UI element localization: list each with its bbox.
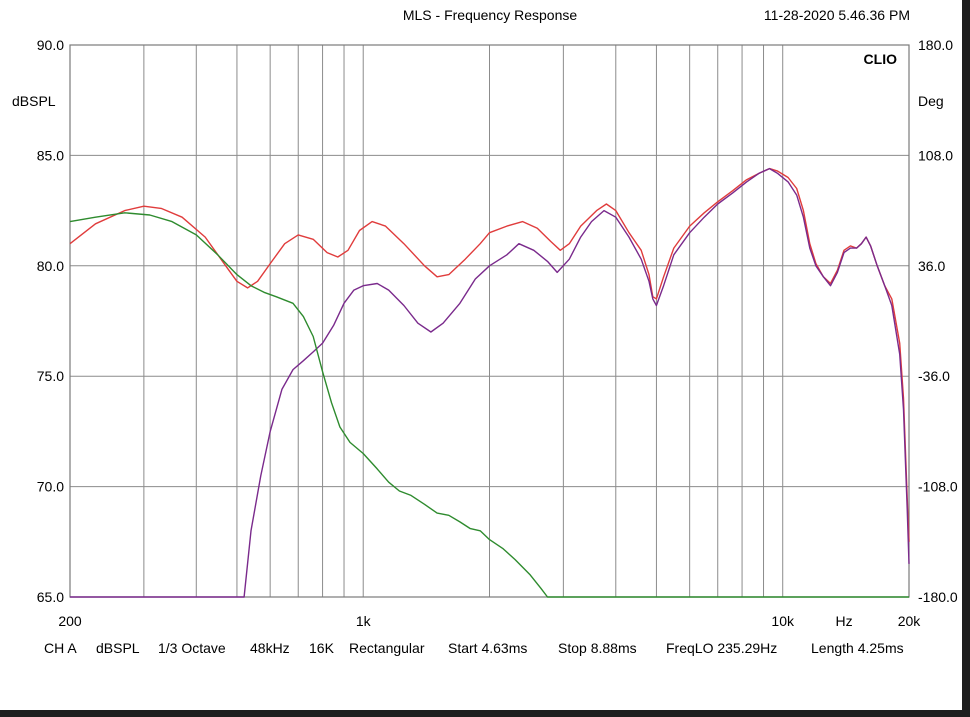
status-channel: CH A bbox=[44, 640, 77, 656]
plot-border bbox=[69, 44, 910, 598]
y-axis-left: 90.0 85.0 80.0 75.0 70.0 65.0 bbox=[37, 37, 64, 605]
y-tick-label-right: 36.0 bbox=[918, 258, 945, 274]
status-unit: dBSPL bbox=[96, 640, 140, 656]
brand-label: CLIO bbox=[864, 51, 898, 67]
y-axis-right: 180.0 108.0 36.0 -36.0 -108.0 -180.0 bbox=[918, 37, 958, 605]
y-tick-label-right: -180.0 bbox=[918, 589, 958, 605]
series-line-green bbox=[69, 212, 909, 598]
x-tick-label: 20k bbox=[898, 613, 922, 629]
y-tick-label-left: 75.0 bbox=[37, 368, 64, 384]
series-line-red bbox=[69, 167, 910, 542]
status-length: Length 4.25ms bbox=[811, 640, 904, 656]
grid bbox=[70, 45, 909, 597]
status-window: Rectangular bbox=[349, 640, 425, 656]
window-edge-right bbox=[962, 0, 970, 717]
chart-title: MLS - Frequency Response bbox=[403, 7, 578, 23]
status-smoothing: 1/3 Octave bbox=[158, 640, 226, 656]
y-tick-label-left: 70.0 bbox=[37, 479, 64, 495]
y-axis-unit-right: Deg bbox=[918, 93, 944, 109]
x-tick-label: 1k bbox=[356, 613, 372, 629]
x-tick-label: 10k bbox=[771, 613, 795, 629]
y-tick-label-left: 80.0 bbox=[37, 258, 64, 274]
status-sample-rate: 48kHz bbox=[250, 640, 290, 656]
x-tick-label: Hz bbox=[835, 613, 852, 629]
series-group bbox=[69, 167, 910, 598]
y-tick-label-right: -108.0 bbox=[918, 479, 958, 495]
y-tick-label-right: 108.0 bbox=[918, 147, 953, 163]
y-tick-label-right: -36.0 bbox=[918, 368, 950, 384]
x-axis: 200 1k 10k Hz 20k bbox=[58, 613, 921, 629]
y-axis-unit-left: dBSPL bbox=[12, 93, 56, 109]
window-edge-bottom bbox=[0, 710, 970, 717]
x-tick-label: 200 bbox=[58, 613, 82, 629]
y-tick-label-left: 65.0 bbox=[37, 589, 64, 605]
frequency-response-chart: MLS - Frequency Response 11-28-2020 5.46… bbox=[12, 7, 958, 629]
series-line-purple bbox=[70, 167, 910, 598]
timestamp: 11-28-2020 5.46.36 PM bbox=[764, 7, 910, 23]
y-tick-label-left: 85.0 bbox=[37, 147, 64, 163]
status-stop: Stop 8.88ms bbox=[558, 640, 637, 656]
status-freq-lo: FreqLO 235.29Hz bbox=[666, 640, 778, 656]
status-bar: CH A dBSPL 1/3 Octave 48kHz 16K Rectangu… bbox=[0, 640, 962, 662]
y-tick-label-right: 180.0 bbox=[918, 37, 953, 53]
y-tick-label-left: 90.0 bbox=[37, 37, 64, 53]
status-size: 16K bbox=[309, 640, 334, 656]
status-start: Start 4.63ms bbox=[448, 640, 528, 656]
